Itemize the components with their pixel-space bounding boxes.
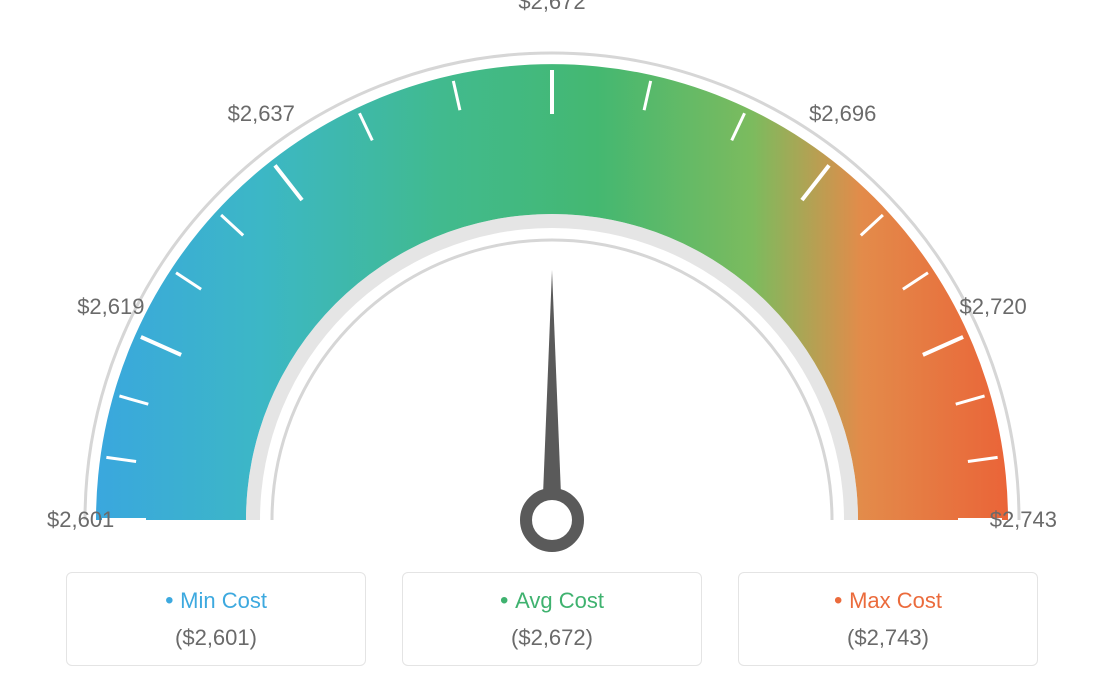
legend-min-label: Min Cost <box>77 587 355 615</box>
gauge-chart-container: $2,601 $2,619 $2,637 $2,672 $2,696 $2,720 $2,7… <box>0 0 1104 690</box>
legend-min-value: ($2,601) <box>77 625 355 651</box>
gauge-tick-label: $2,696 <box>809 101 876 127</box>
gauge-svg <box>0 0 1104 560</box>
legend-avg-value: ($2,672) <box>413 625 691 651</box>
gauge-tick-label: $2,619 <box>77 294 144 320</box>
gauge-tick-label: $2,743 <box>990 507 1057 533</box>
legend-card-max: Max Cost ($2,743) <box>738 572 1038 666</box>
legend-max-label: Max Cost <box>749 587 1027 615</box>
gauge-tick-label: $2,720 <box>959 294 1026 320</box>
gauge-tick-label: $2,672 <box>518 0 585 15</box>
legend-card-avg: Avg Cost ($2,672) <box>402 572 702 666</box>
gauge-tick-label: $2,637 <box>228 101 295 127</box>
legend-card-min: Min Cost ($2,601) <box>66 572 366 666</box>
gauge-area: $2,601 $2,619 $2,637 $2,672 $2,696 $2,720 $2,7… <box>0 0 1104 560</box>
gauge-tick-label: $2,601 <box>47 507 114 533</box>
legend: Min Cost ($2,601) Avg Cost ($2,672) Max … <box>0 572 1104 666</box>
legend-avg-label: Avg Cost <box>413 587 691 615</box>
legend-max-value: ($2,743) <box>749 625 1027 651</box>
